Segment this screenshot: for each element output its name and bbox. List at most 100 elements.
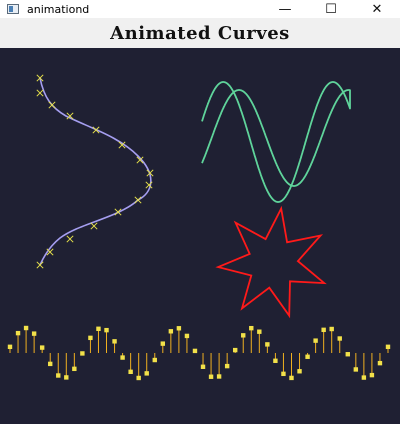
stem-sample (273, 353, 278, 363)
maximize-button[interactable]: ☐ (325, 1, 337, 17)
stem-marker (345, 352, 350, 357)
spline-control-point (46, 248, 54, 256)
stem-marker (305, 354, 310, 359)
stem-marker (7, 344, 13, 350)
stem-sample (297, 353, 302, 374)
spline-control-point (90, 222, 98, 230)
spline-control-point (36, 261, 44, 269)
spline-control-point (92, 126, 100, 134)
stem-marker (15, 330, 21, 336)
stem-marker (136, 375, 141, 381)
stem-marker (64, 375, 69, 380)
spline-control-point (145, 181, 153, 189)
stem-sample (64, 353, 69, 380)
star-shape (215, 205, 327, 319)
spline-control-point (134, 196, 142, 204)
stem-sample (232, 347, 238, 353)
close-button[interactable]: ✕ (371, 1, 383, 17)
spline-control-point (48, 101, 56, 109)
heading-bar: Animated Curves (0, 18, 400, 48)
stem-marker (321, 327, 326, 333)
stem-sample (200, 353, 206, 369)
stem-sample (128, 353, 133, 375)
stem-marker (377, 360, 383, 366)
stem-marker (289, 375, 294, 381)
spline-path (39, 77, 152, 266)
stem-marker (120, 355, 125, 360)
stem-sample (56, 353, 61, 378)
stem-sample (257, 329, 262, 353)
stem-marker (353, 367, 359, 372)
stem-marker (208, 374, 214, 379)
stem-marker (128, 369, 133, 375)
stem-marker (23, 325, 29, 331)
stem-sample (249, 325, 254, 353)
stem-sample (72, 353, 77, 372)
stem-marker (31, 331, 37, 336)
stem-sample (265, 342, 270, 353)
stem-marker (200, 364, 206, 369)
stem-sample (192, 348, 198, 354)
stem-sample (7, 344, 13, 353)
stem-marker (337, 336, 342, 341)
stem-marker (329, 326, 334, 332)
page-title: Animated Curves (110, 22, 290, 44)
stem-sample (96, 326, 101, 353)
stem-sample (345, 352, 350, 357)
window-title: animationd (27, 2, 90, 16)
stem-marker (313, 338, 318, 343)
stem-marker (88, 335, 93, 341)
stem-sample (329, 326, 334, 353)
stem-sample (160, 341, 166, 353)
stem-sample (337, 336, 342, 353)
stem-marker (160, 341, 166, 346)
window-controls: — ☐ ✕ (262, 0, 400, 18)
animation-canvas (7, 74, 391, 381)
spline-curve (36, 74, 154, 269)
stem-marker (168, 329, 174, 334)
stem-marker (257, 329, 262, 334)
stem-sample (369, 353, 375, 378)
stem-marker (39, 345, 45, 350)
lissajous-curve (201, 81, 351, 203)
stem-sample (15, 330, 21, 353)
stem-sample (112, 339, 117, 353)
star-outline (215, 205, 327, 319)
lissajous-path (201, 81, 351, 203)
stem-marker (265, 342, 270, 347)
spline-control-point (114, 208, 122, 216)
stem-sample (289, 353, 294, 381)
stem-sample (88, 335, 93, 353)
stem-marker (112, 339, 117, 344)
stem-sample (353, 353, 359, 372)
stem-marker (361, 375, 367, 380)
stem-marker (369, 372, 375, 378)
stem-marker (72, 366, 77, 372)
stem-sample (305, 353, 310, 359)
stem-sample (168, 329, 174, 353)
stem-marker (216, 374, 222, 379)
stem-marker (241, 333, 246, 338)
stem-sample (31, 331, 37, 353)
stem-sample (313, 338, 318, 353)
stem-marker (48, 361, 53, 367)
stem-sample (208, 353, 214, 379)
stem-marker (249, 325, 254, 331)
stem-sample (281, 353, 286, 377)
stem-sample (120, 353, 125, 360)
stem-marker (144, 371, 149, 376)
stem-marker (56, 373, 61, 378)
stem-marker (281, 371, 286, 377)
stem-marker (152, 357, 157, 363)
stem-sample (184, 333, 190, 353)
stem-sample (377, 353, 383, 366)
minimize-button[interactable]: — (278, 1, 292, 17)
stem-marker (273, 358, 278, 363)
spline-control-point (66, 112, 74, 120)
stem-sample (176, 326, 182, 353)
stem-marker (96, 326, 101, 331)
stem-sample (361, 353, 367, 380)
stem-sample (385, 344, 391, 353)
stem-marker (385, 344, 391, 350)
stem-sample (144, 353, 149, 376)
